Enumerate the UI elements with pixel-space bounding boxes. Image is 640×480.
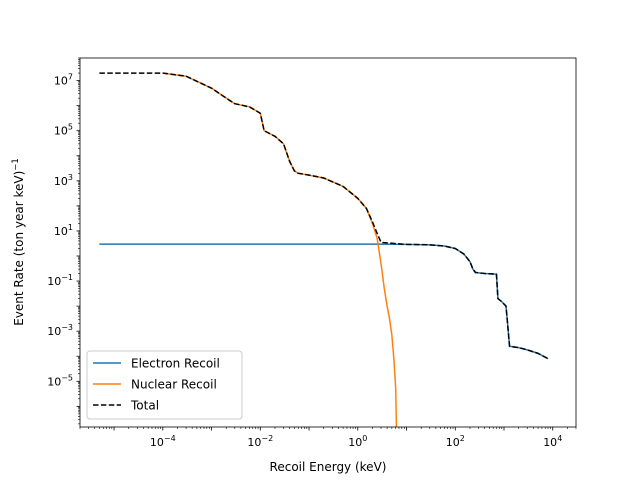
x-tick-label: 10−4 [150, 434, 176, 449]
legend-label-nuclear-recoil: Nuclear Recoil [131, 378, 217, 392]
y-axis-label: Event Rate (ton year keV)−1 [11, 158, 26, 326]
y-tick-label-base: 10 [54, 125, 68, 138]
x-tick-label-base: 10 [446, 436, 460, 449]
x-tick-label-exponent: 4 [557, 434, 562, 443]
y-tick-label-base: 10 [54, 175, 68, 188]
y-tick-label-exponent: 7 [68, 73, 73, 82]
plot-frame [79, 57, 577, 428]
y-tick-label: 10−5 [47, 373, 73, 388]
y-tick-label-exponent: 3 [68, 173, 73, 182]
x-tick-label-exponent: 0 [362, 434, 367, 443]
series-line-total [99, 72, 549, 360]
y-tick-label: 105 [54, 123, 73, 138]
y-tick-label-exponent: −3 [61, 323, 73, 332]
y-tick-label-exponent: 5 [68, 123, 73, 132]
x-tick-label: 100 [348, 434, 367, 449]
y-tick-label: 10−3 [47, 323, 73, 338]
x-axis-ticks: 10−4 10−2 100 102 104 [79, 427, 577, 449]
legend-label-total: Total [130, 399, 159, 413]
x-axis-label: Recoil Energy (keV) [270, 460, 387, 474]
legend-label-electron-recoil: Electron Recoil [131, 357, 220, 371]
x-tick-label: 104 [543, 434, 562, 449]
x-tick-label-base: 10 [247, 436, 261, 449]
y-tick-label-exponent: −5 [61, 373, 73, 382]
y-axis-label-text: Event Rate (ton year keV) [12, 171, 26, 326]
x-tick-label: 10−2 [247, 434, 273, 449]
x-tick-label-base: 10 [150, 436, 164, 449]
x-tick-label-base: 10 [543, 436, 557, 449]
x-tick-label-base: 10 [348, 436, 362, 449]
y-tick-label-exponent: −1 [61, 273, 73, 282]
legend-frame [86, 350, 243, 420]
y-tick-label-base: 10 [54, 225, 68, 238]
y-tick-label: 101 [54, 223, 73, 238]
y-axis-label-exponent: −1 [11, 158, 21, 171]
series-layer [99, 72, 549, 427]
y-tick-label-base: 10 [47, 275, 61, 288]
y-tick-label: 103 [54, 173, 73, 188]
x-tick-label-exponent: −2 [261, 434, 273, 443]
x-tick-label-exponent: 2 [460, 434, 465, 443]
y-tick-label: 10−1 [47, 273, 73, 288]
y-tick-label-base: 10 [47, 375, 61, 388]
y-tick-label: 107 [54, 73, 73, 88]
y-tick-label-base: 10 [47, 325, 61, 338]
x-tick-label-exponent: −4 [164, 434, 176, 443]
y-tick-label-exponent: 1 [68, 223, 73, 232]
y-tick-label-base: 10 [54, 75, 68, 88]
x-tick-label: 102 [446, 434, 465, 449]
legend: Electron Recoil Nuclear Recoil Total [86, 350, 243, 420]
